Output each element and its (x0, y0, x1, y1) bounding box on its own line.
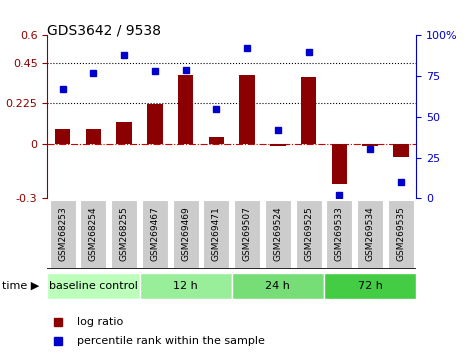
FancyBboxPatch shape (265, 200, 291, 268)
Bar (239, 75, 255, 144)
Bar (209, 137, 224, 144)
Text: GSM269524: GSM269524 (273, 206, 282, 261)
FancyBboxPatch shape (232, 273, 324, 299)
Text: GSM268253: GSM268253 (58, 206, 67, 261)
FancyBboxPatch shape (234, 200, 260, 268)
Text: GSM269471: GSM269471 (212, 206, 221, 261)
Text: GSM268255: GSM268255 (120, 206, 129, 261)
FancyBboxPatch shape (111, 200, 137, 268)
Text: 24 h: 24 h (265, 281, 290, 291)
Text: GSM268254: GSM268254 (89, 206, 98, 261)
Text: GSM269535: GSM269535 (396, 206, 405, 261)
FancyBboxPatch shape (80, 200, 106, 268)
FancyBboxPatch shape (357, 200, 383, 268)
FancyBboxPatch shape (324, 273, 416, 299)
FancyBboxPatch shape (50, 200, 76, 268)
FancyBboxPatch shape (140, 273, 232, 299)
Bar (362, 144, 378, 146)
Text: baseline control: baseline control (49, 281, 138, 291)
Text: GSM269469: GSM269469 (181, 206, 190, 261)
Text: time ▶: time ▶ (2, 281, 40, 291)
FancyBboxPatch shape (173, 200, 199, 268)
Bar (178, 75, 193, 144)
Bar (86, 130, 101, 144)
Bar (116, 122, 132, 144)
Text: percentile rank within the sample: percentile rank within the sample (77, 336, 265, 346)
Bar (332, 144, 347, 184)
Bar (393, 144, 409, 156)
FancyBboxPatch shape (142, 200, 168, 268)
Text: GSM269525: GSM269525 (304, 206, 313, 261)
FancyBboxPatch shape (326, 200, 352, 268)
Text: GSM269534: GSM269534 (366, 206, 375, 261)
FancyBboxPatch shape (388, 200, 414, 268)
FancyBboxPatch shape (203, 200, 229, 268)
Text: GSM269467: GSM269467 (150, 206, 159, 261)
Text: GDS3642 / 9538: GDS3642 / 9538 (47, 23, 161, 37)
Text: 72 h: 72 h (358, 281, 383, 291)
FancyBboxPatch shape (47, 273, 140, 299)
Bar (301, 77, 316, 144)
Bar (55, 130, 70, 144)
Text: GSM269507: GSM269507 (243, 206, 252, 261)
Bar (270, 144, 286, 146)
Bar (147, 104, 163, 144)
Text: log ratio: log ratio (77, 318, 123, 327)
Text: 12 h: 12 h (173, 281, 198, 291)
FancyBboxPatch shape (296, 200, 322, 268)
Text: GSM269533: GSM269533 (335, 206, 344, 261)
